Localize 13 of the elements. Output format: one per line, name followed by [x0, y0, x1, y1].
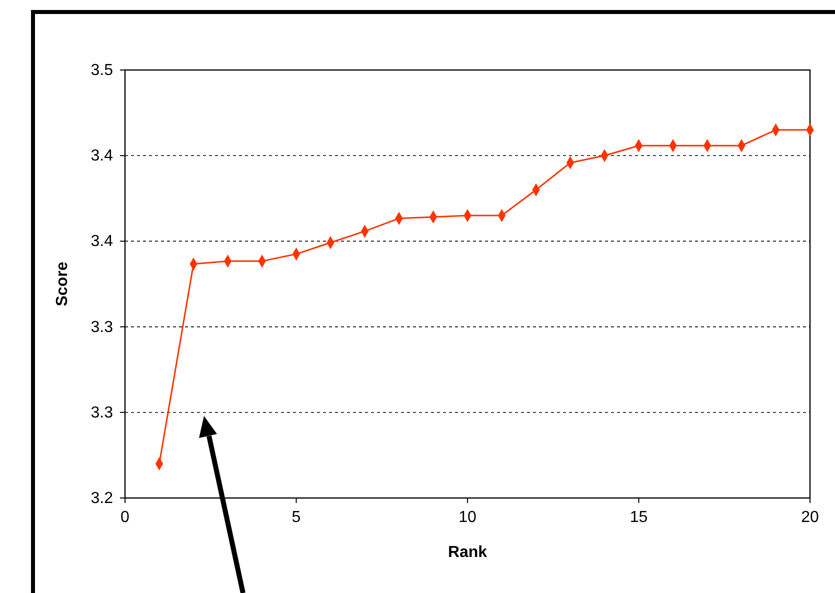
x-tick-label: 0	[120, 509, 130, 526]
x-tick-label: 20	[801, 509, 819, 526]
y-tick-label: 3.4	[90, 233, 114, 250]
y-axis-title: Score	[54, 262, 71, 306]
x-tick-label: 5	[292, 509, 301, 526]
y-tick-label: 3.3	[90, 318, 114, 336]
x-tick-label: 15	[630, 509, 648, 526]
y-tick-label: 3.3	[90, 404, 114, 422]
y-tick-label: 3.5	[90, 62, 114, 79]
x-tick-label: 10	[458, 509, 476, 526]
y-tick-label: 3.4	[90, 148, 114, 165]
y-tick-label: 3.2	[90, 490, 114, 507]
x-axis-title: Rank	[448, 544, 488, 561]
